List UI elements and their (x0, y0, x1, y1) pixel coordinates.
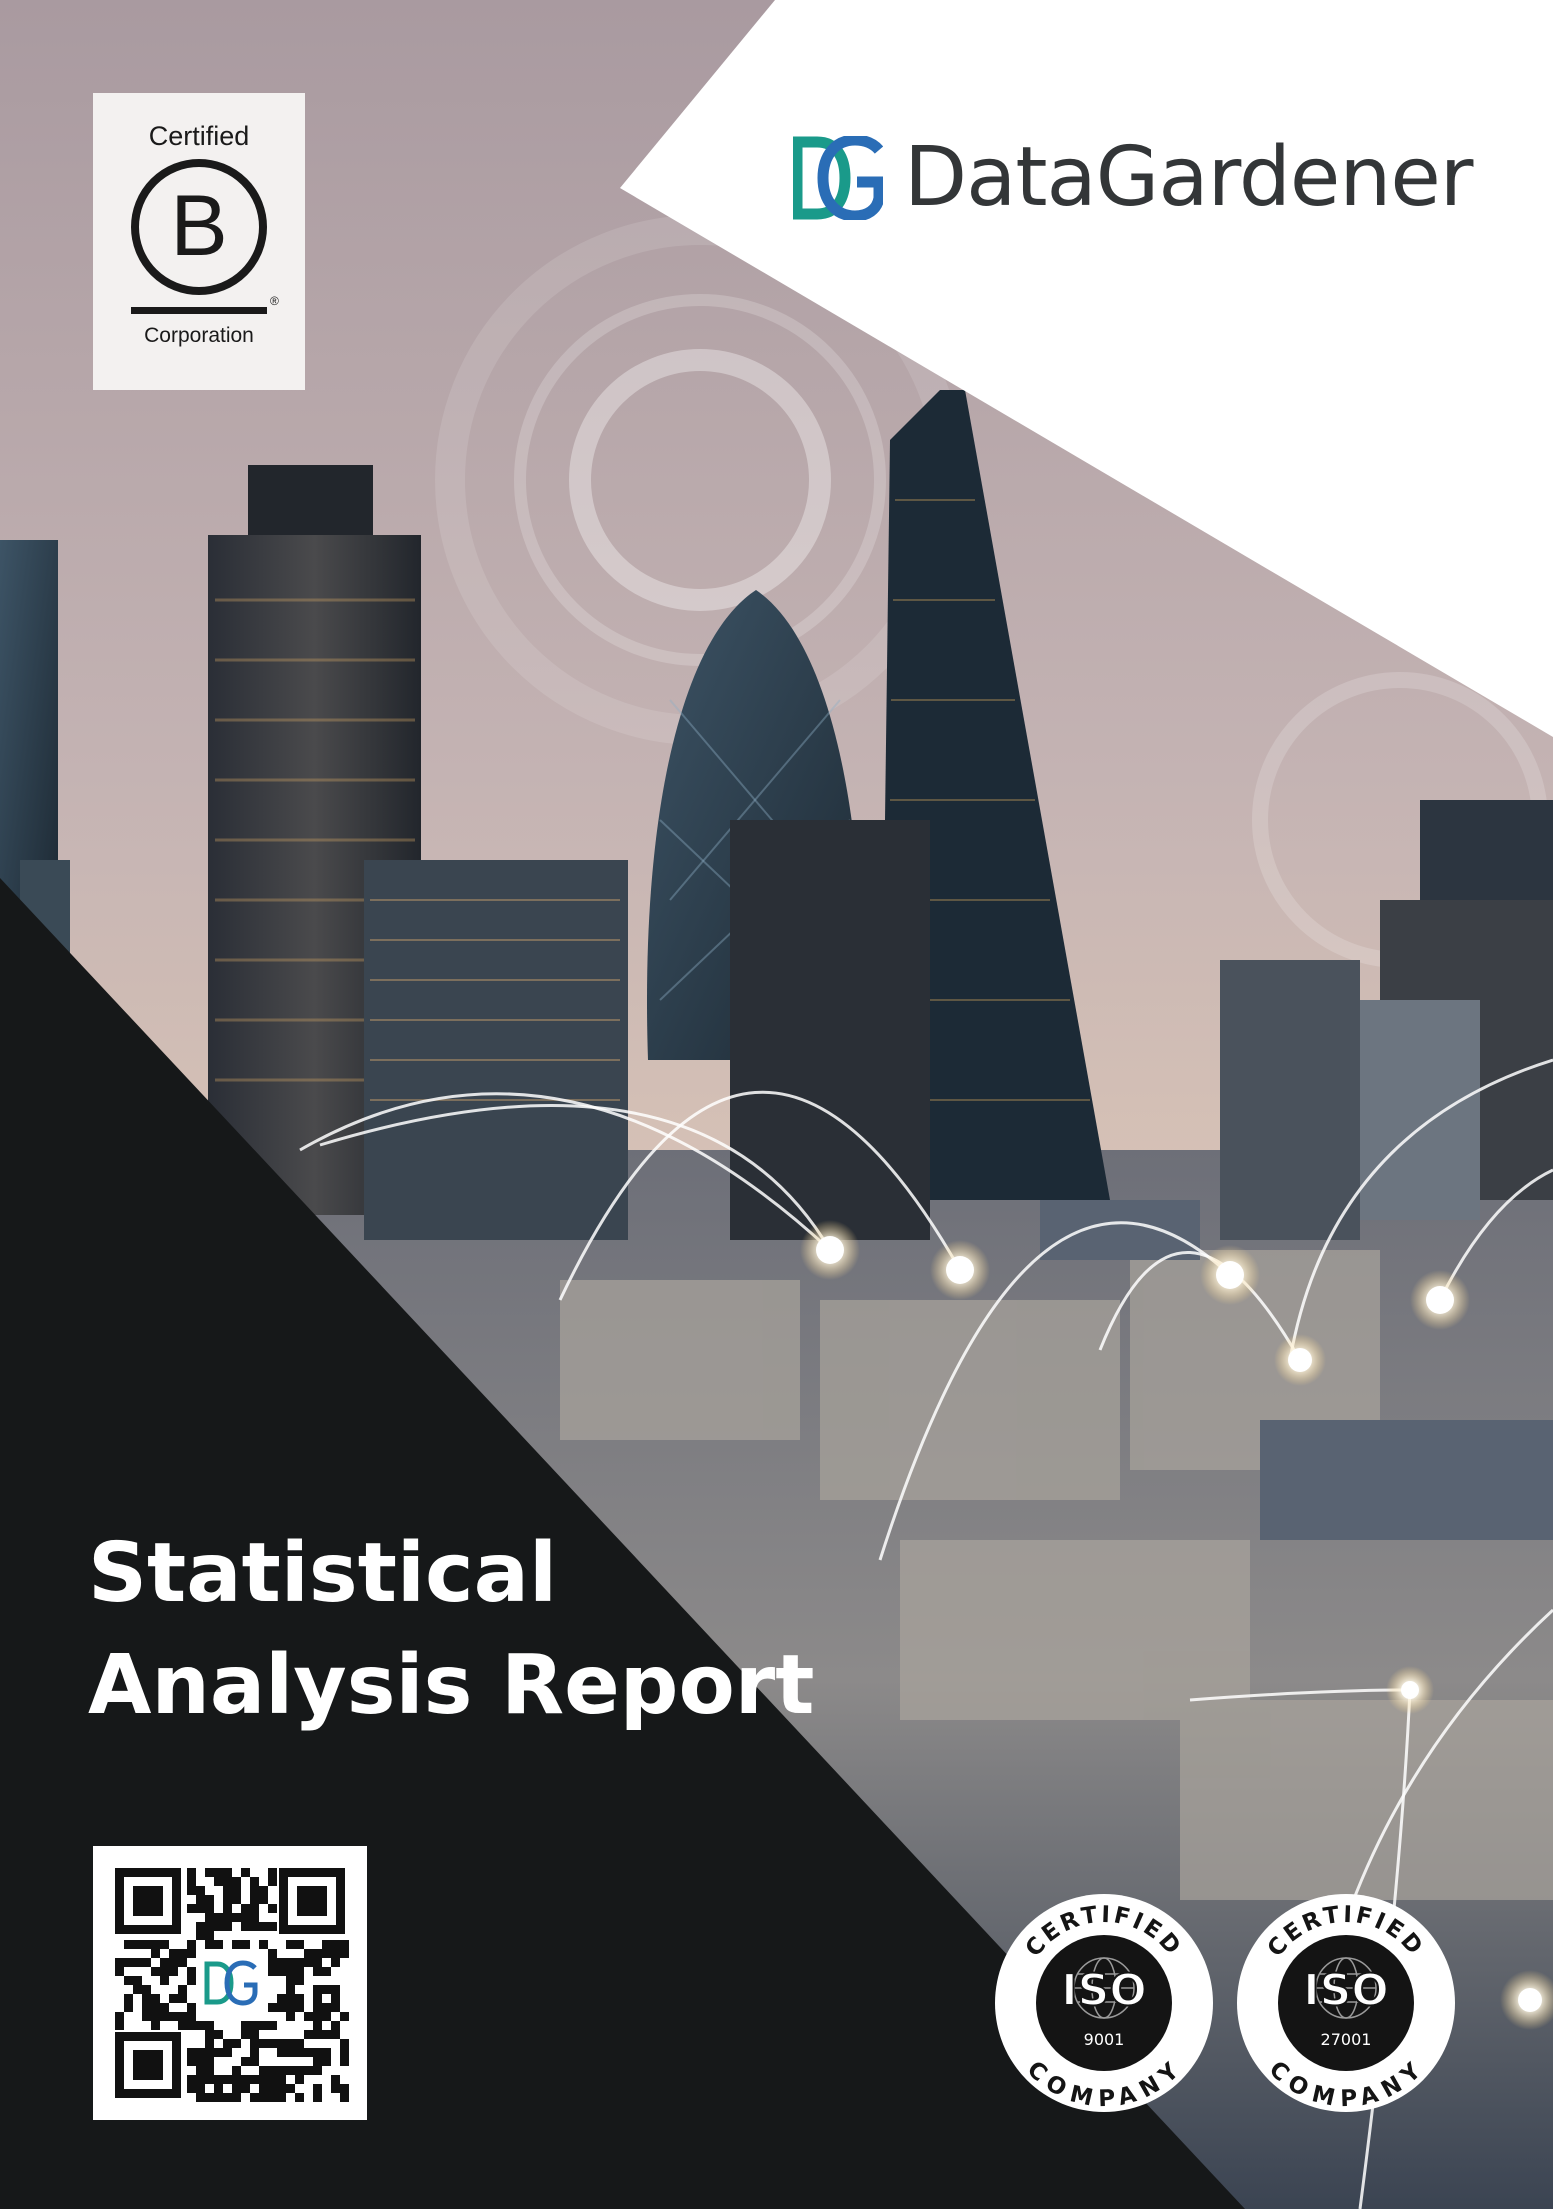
b-corp-ring-icon (131, 159, 267, 295)
report-title: Statistical Analysis Report (88, 1518, 988, 1742)
iso-27001-mark: ISO (1303, 1965, 1388, 2016)
qr-code-icon (115, 1868, 349, 2102)
svg-text:®: ® (270, 294, 279, 308)
b-corp-badge: Certified B ® Corporation (93, 93, 305, 390)
globe-icon (1315, 1957, 1377, 2019)
dg-logo-mark-icon (793, 136, 883, 220)
report-title-line-1: Statistical (88, 1526, 558, 1621)
b-corp-letter: B (170, 178, 227, 274)
iso-27001-badge: CERTIFIED COMPANY ISO 27001 (1235, 1892, 1457, 2114)
iso-9001-badge: CERTIFIED COMPANY ISO 9001 (993, 1892, 1215, 2114)
iso-27001-number: 27001 (1321, 2030, 1372, 2049)
report-title-line-2: Analysis Report (88, 1638, 815, 1733)
b-corp-bottom-text: Corporation (144, 324, 254, 347)
qr-code[interactable] (93, 1846, 367, 2120)
iso-9001-mark: ISO (1061, 1965, 1146, 2016)
brand-logo: DataGardener (793, 128, 1493, 228)
brand-name: DataGardener (904, 130, 1473, 225)
b-corp-top-text: Certified (148, 121, 250, 151)
iso-9001-number: 9001 (1084, 2030, 1125, 2049)
globe-icon (1073, 1957, 1135, 2019)
